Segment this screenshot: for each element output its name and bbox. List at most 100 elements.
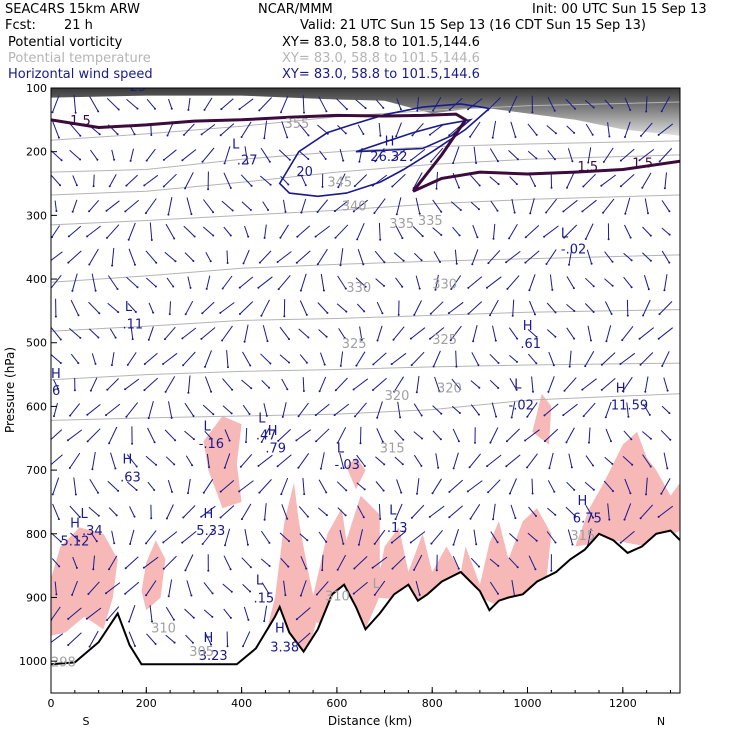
wind-vector [224,528,231,546]
y-tick-label: 600 [26,400,47,413]
wind-vector [337,554,347,571]
wind-vector-head [187,108,190,111]
wind-vector-head [452,467,455,470]
wind-vector-head [190,594,193,597]
wind-vector [452,146,460,164]
wind-vector-head [568,365,571,368]
wind-vector [280,95,289,113]
wind-vector [563,199,578,212]
wind-vector [412,226,424,237]
wind-vector [167,197,173,215]
wind-vector-head [363,488,366,491]
wind-vector-head [284,594,287,597]
wind-vector-head [77,362,80,365]
wind-vector-head [466,490,469,493]
wind-vector-head [612,490,614,493]
wind-vector-head [391,567,394,570]
wind-vector [393,326,405,341]
wind-vector-head [334,236,337,239]
wind-vector [512,299,515,316]
wind-vector-head [190,213,193,216]
wind-vector [604,278,613,287]
wind-vector [245,427,248,443]
wind-vector [510,504,516,519]
wind-vector [487,479,501,493]
wind-vector [451,405,461,414]
wind-vector-head [630,259,633,262]
wind-vector [659,301,673,315]
wind-vector-head [89,389,92,392]
wind-vector [281,121,288,138]
wind-vector-head [48,261,50,263]
wind-vector-head [334,389,337,392]
wind-vector [356,454,366,467]
wind-vector [277,428,292,442]
contour-label-9: 1.5 [578,160,599,175]
contour-label-13: L [561,227,569,242]
wind-vector [486,276,502,289]
wind-vector-head [106,236,108,239]
wind-vector-head [229,616,232,619]
wind-vector [603,147,614,163]
wind-vector [221,200,234,211]
wind-vector [296,632,311,646]
field-xy-theta: XY= 83.0, 58.8 to 101.5,144.6 [282,51,480,66]
wind-vector-head [106,388,109,391]
wind-vector [644,198,649,214]
wind-vector [642,454,652,467]
wind-vector-head [471,263,474,266]
wind-vector-head [469,517,472,520]
wind-vector-head [668,412,671,415]
wind-vector [148,326,154,340]
wind-vector [435,453,439,468]
wind-vector-head [266,340,269,343]
wind-vector [335,377,348,391]
wind-vector [281,504,288,519]
wind-vector-head [362,263,365,266]
wind-vector [493,223,496,239]
wind-vector [108,426,118,444]
wind-vector [640,504,654,519]
wind-vector [605,325,612,342]
wind-vector [607,122,610,137]
wind-vector-head [437,466,440,469]
wind-vector [507,275,520,290]
wind-vector-head [263,137,266,140]
wind-vector-head [143,184,146,187]
wind-vector-head [496,209,499,212]
wind-vector [73,94,77,113]
wind-vector [126,276,138,288]
wind-vector-head [267,209,270,211]
wind-vector [203,609,213,618]
wind-vector-head [548,467,551,470]
wind-vector-head [219,311,222,314]
wind-vector-head [574,107,576,110]
wind-vector [339,529,344,545]
wind-vector [203,199,214,213]
wind-vector-head [505,261,508,264]
contour-label-29: L [204,420,212,435]
wind-vector-head [314,235,317,238]
wind-vector [605,428,612,442]
wind-vector [393,252,404,262]
wind-vector [130,148,134,162]
wind-vector-head [516,337,519,340]
wind-vector-head [535,515,537,517]
wind-vector-head [48,465,50,467]
wind-vector [69,122,81,137]
wind-vector-head [494,339,497,342]
wind-vector [642,252,652,262]
wind-vector [549,274,553,290]
wind-vector [264,224,267,238]
wind-vector-head [268,160,271,163]
wind-vector-head [85,617,88,620]
wind-vector-head [345,310,348,313]
wind-vector-head [150,134,153,136]
init-time: Init: 00 UTC Sun 15 Sep 13 [532,2,707,17]
wind-vector [357,124,364,135]
wind-vector-head [286,388,289,391]
wind-vector-head [342,542,345,545]
contour-label-20: .61 [520,337,541,352]
pv-shade-region-7 [532,393,552,445]
wind-vector [508,150,519,160]
